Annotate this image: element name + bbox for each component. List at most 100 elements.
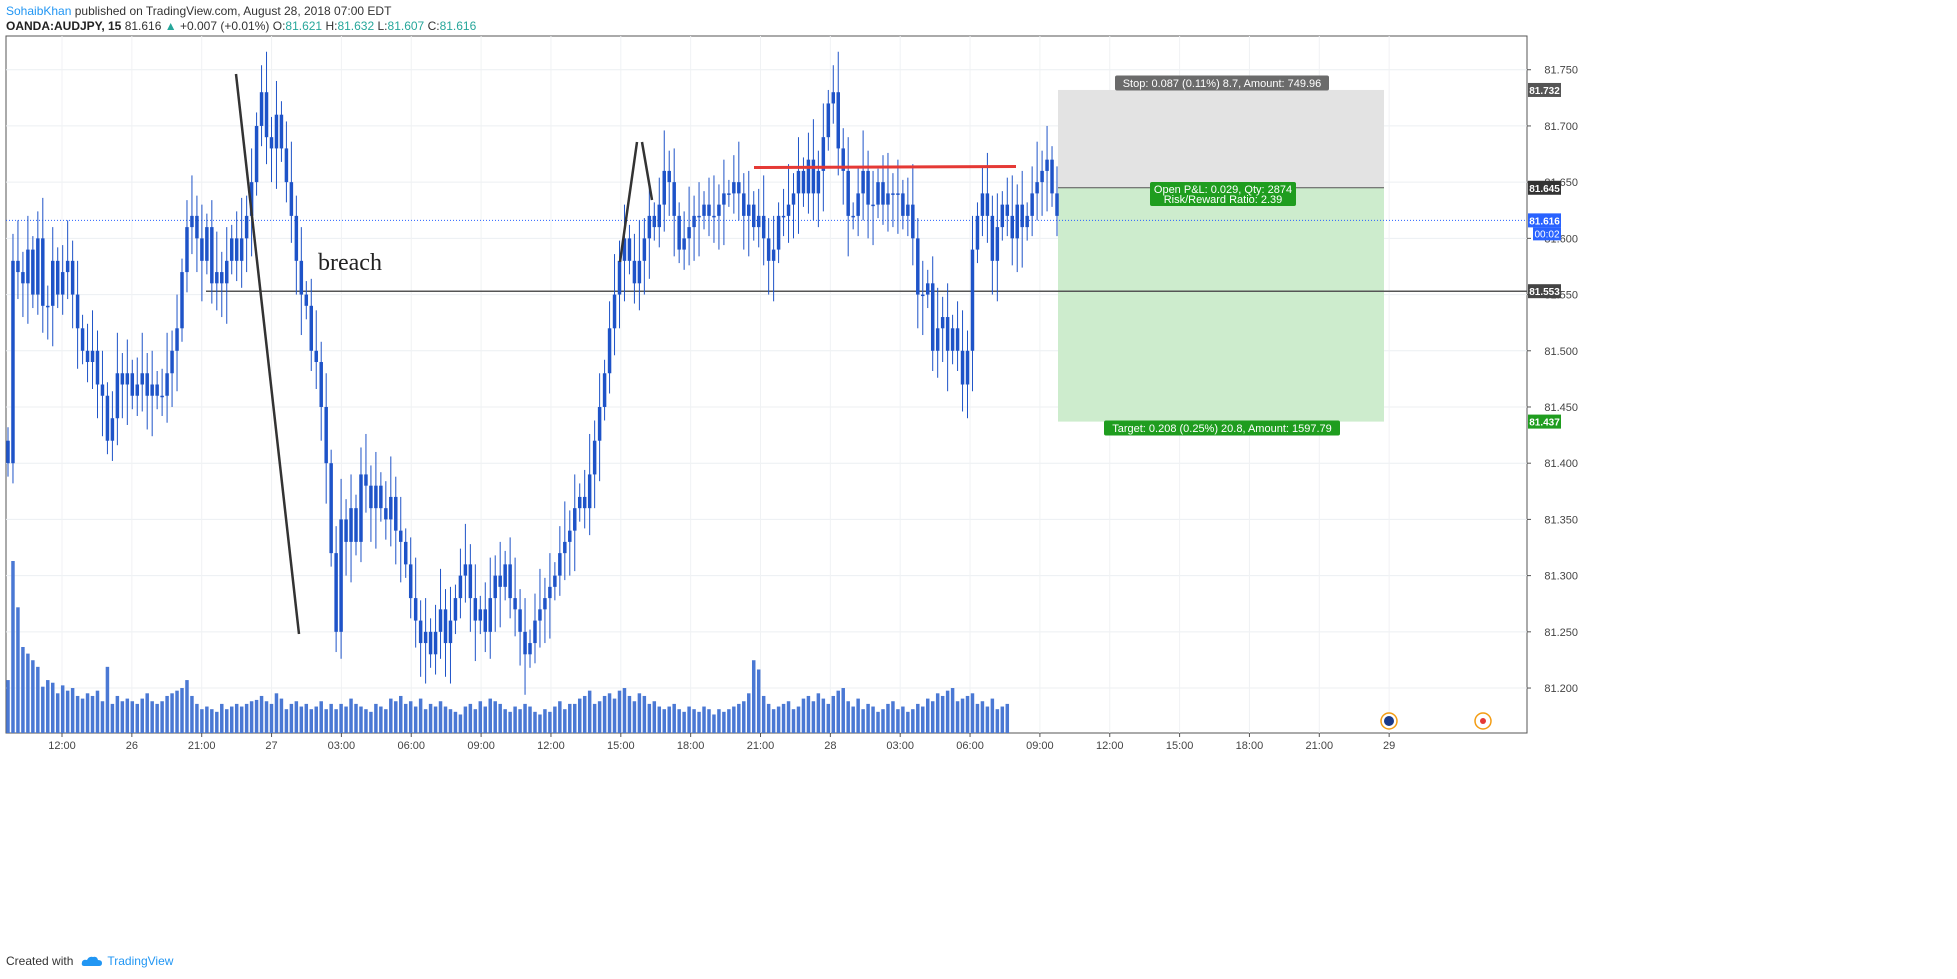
volume-bar — [970, 693, 975, 733]
x-tick-label: 18:00 — [1236, 740, 1264, 752]
candle-body — [6, 440, 10, 464]
volume-bar — [304, 703, 309, 733]
volume-bar — [508, 711, 512, 733]
stop-label-text: Stop: 0.087 (0.11%) 8.7, Amount: 749.96 — [1123, 78, 1322, 90]
volume-bar — [533, 711, 537, 733]
candle-body — [717, 204, 721, 216]
volume-bar — [60, 685, 65, 733]
x-tick-label: 03:00 — [328, 740, 356, 752]
chart-header: SohaibKhan published on TradingView.com,… — [6, 4, 476, 34]
volume-bar — [737, 703, 741, 733]
high-value: 81.632 — [337, 19, 375, 33]
candle-body — [568, 530, 572, 542]
candle-body — [389, 496, 393, 520]
volume-bar — [722, 711, 726, 733]
author-link[interactable]: SohaibKhan — [6, 4, 72, 18]
candle-body — [41, 238, 45, 306]
volume-bar — [647, 703, 652, 733]
candle-body — [418, 620, 423, 644]
pl-label-bg — [1150, 182, 1296, 206]
breach-annotation: breach — [318, 250, 382, 276]
candle-body — [543, 598, 547, 610]
candle-body — [289, 182, 294, 216]
tradingview-logo[interactable]: TradingView — [81, 954, 173, 968]
candle-body — [11, 260, 15, 464]
brand-name: TradingView — [107, 954, 174, 968]
volume-bar — [886, 703, 890, 733]
candle-body — [533, 620, 537, 644]
candle-body — [170, 350, 174, 374]
candle-body — [622, 238, 627, 261]
volume-bar — [239, 706, 244, 733]
target-label-text: Target: 0.208 (0.25%) 20.8, Amount: 1597… — [1112, 423, 1332, 435]
candle-body — [259, 92, 264, 126]
volume-bar — [637, 693, 642, 733]
volume-bar — [150, 701, 154, 733]
candle-body — [120, 373, 125, 385]
volume-bar — [51, 682, 55, 733]
candle-body — [791, 193, 796, 205]
volume-bar — [592, 703, 597, 733]
volume-bar — [418, 698, 423, 733]
candle-body — [1035, 182, 1039, 194]
volume-bar — [577, 698, 582, 733]
candle-body — [975, 215, 980, 250]
volume-bar — [503, 709, 507, 733]
candle-body — [65, 260, 70, 273]
candle-body — [727, 193, 731, 195]
candle-body — [428, 631, 433, 655]
candle-body — [185, 227, 189, 273]
volume-bar — [568, 703, 572, 733]
volume-bar — [841, 688, 845, 733]
symbol-name[interactable]: OANDA:AUDJPY, 15 — [6, 19, 122, 33]
candle-body — [314, 350, 318, 363]
candle-body — [110, 418, 115, 441]
trend-line-down-2 — [640, 141, 654, 201]
candle-body — [687, 227, 691, 239]
candle-body — [80, 328, 85, 351]
countdown-label: 00:02 — [1533, 227, 1561, 241]
candle-body — [433, 631, 438, 655]
candle-body — [60, 272, 65, 295]
candle-body — [36, 238, 40, 295]
candle-body — [597, 406, 602, 441]
volume-bar — [65, 690, 70, 733]
volume-bar — [558, 701, 562, 733]
volume-bar — [985, 706, 990, 733]
volume-bar — [935, 693, 940, 733]
candle-body — [180, 272, 184, 329]
volume-bar — [458, 714, 463, 733]
candle-body — [463, 564, 468, 576]
volume-bar — [702, 706, 706, 733]
x-tick-label: 09:00 — [1026, 740, 1054, 752]
candle-body — [786, 204, 791, 216]
candle-body — [662, 170, 666, 205]
candle-body — [866, 170, 870, 205]
candle-body — [796, 170, 801, 194]
candle-body — [1040, 170, 1044, 183]
candle-body — [46, 305, 50, 308]
volume-bar — [170, 693, 174, 733]
candle-body — [970, 249, 975, 351]
x-tick-label: 21:00 — [747, 740, 775, 752]
volume-bar — [254, 699, 259, 733]
volume-bar — [856, 698, 860, 733]
volume-bar — [110, 703, 115, 733]
candle-body — [766, 238, 771, 261]
volume-bar — [617, 690, 622, 733]
volume-bar — [876, 711, 880, 733]
candle-body — [160, 395, 164, 398]
candle-body — [1045, 159, 1049, 171]
candle-body — [403, 541, 408, 565]
candles-group — [6, 51, 1059, 695]
volume-bar — [881, 709, 885, 733]
volume-bar — [443, 706, 448, 733]
candle-body — [55, 260, 60, 295]
volume-bar — [791, 709, 796, 733]
target-zone — [1058, 187, 1384, 422]
volume-bar — [294, 701, 299, 733]
volume-bar — [369, 711, 373, 733]
candle-body — [906, 204, 910, 216]
